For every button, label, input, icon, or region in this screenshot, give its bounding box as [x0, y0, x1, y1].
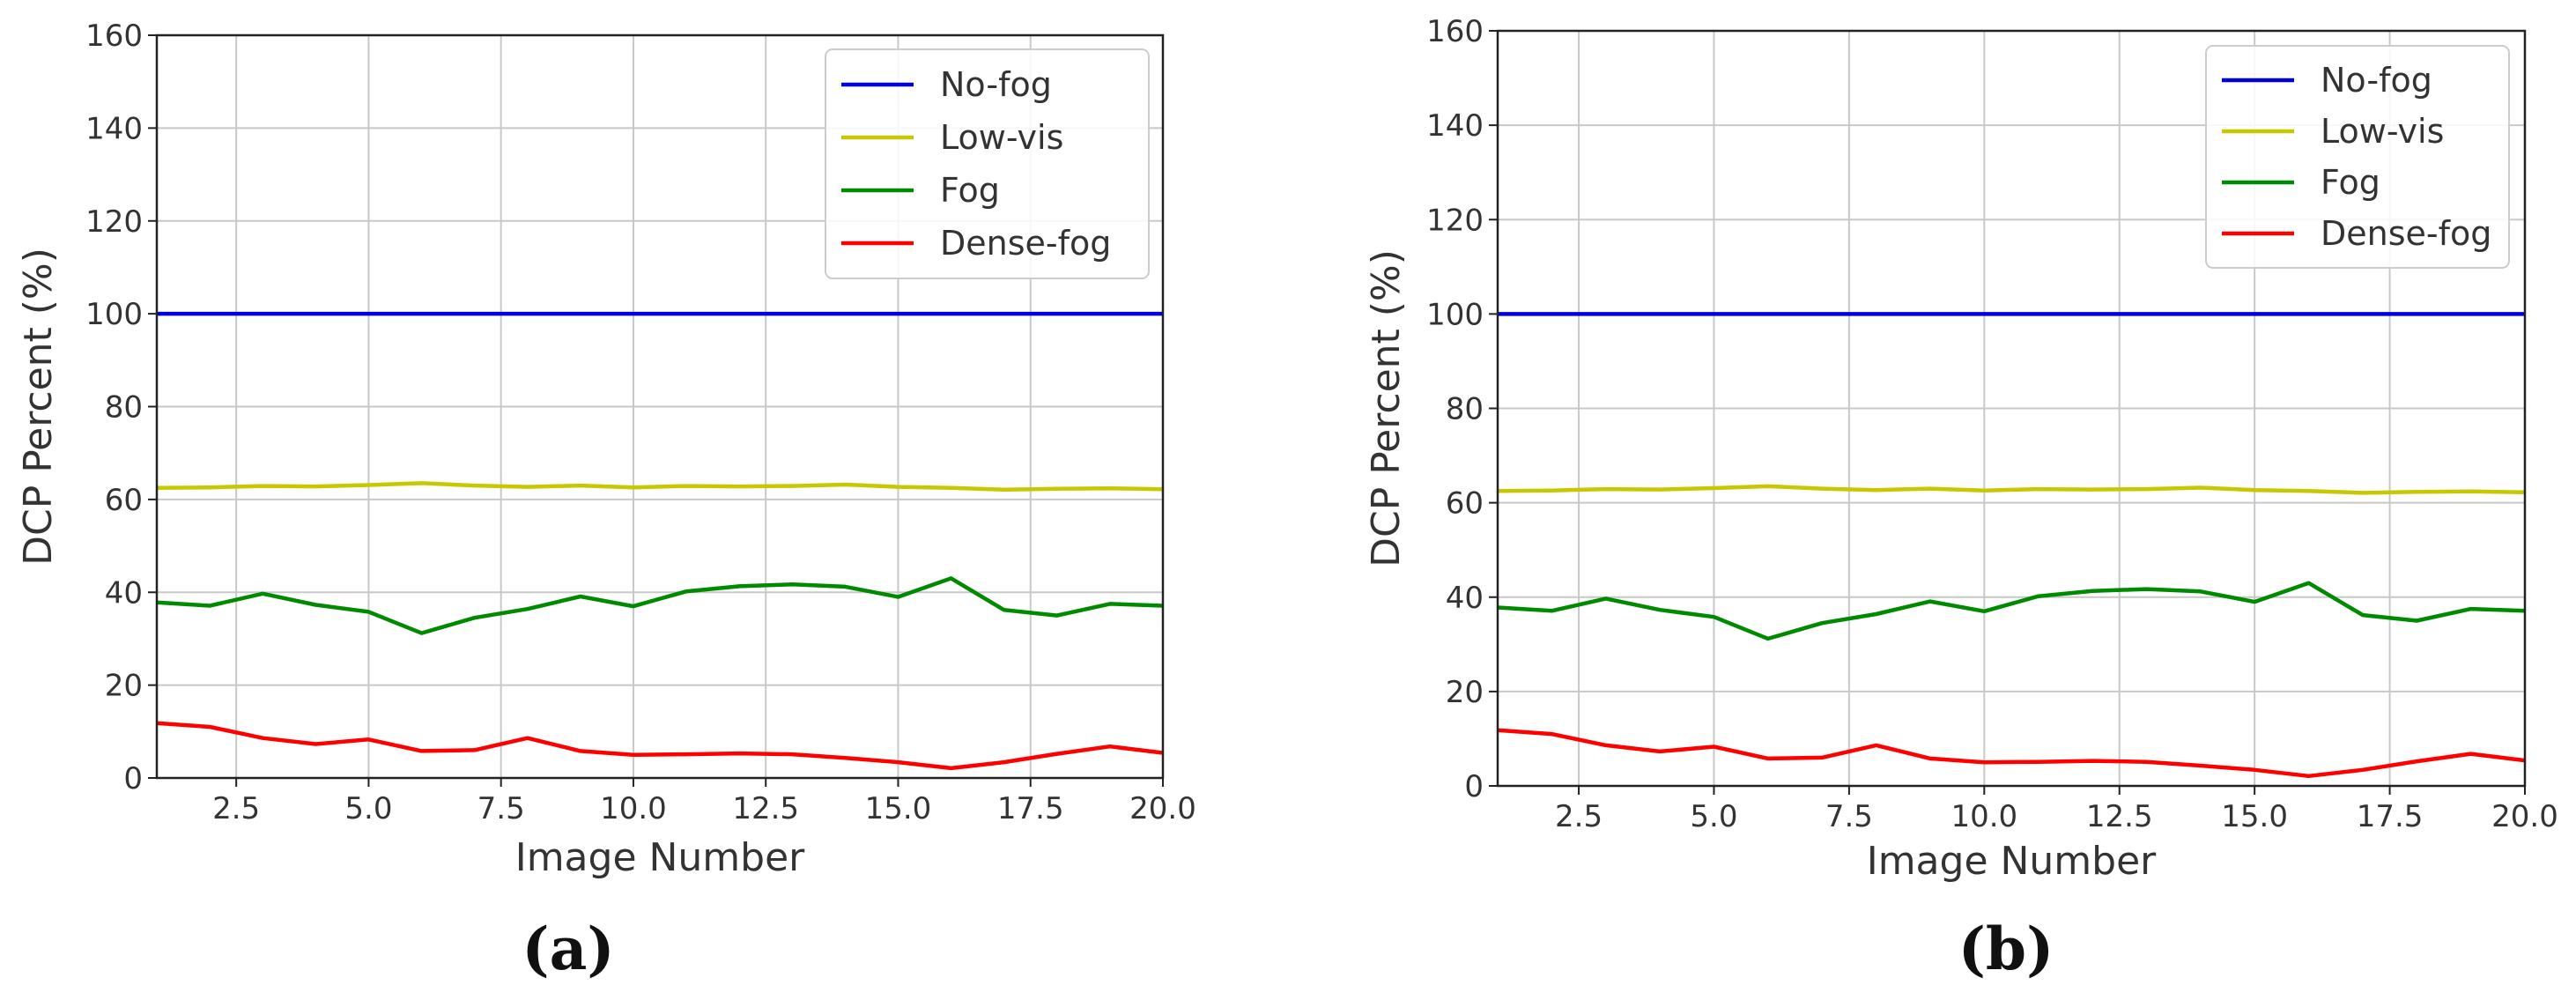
legend-box	[825, 48, 1150, 279]
y-axis-label: DCP Percent (%)	[16, 248, 61, 566]
y-axis-label: DCP Percent (%)	[1364, 249, 1409, 567]
x-tick-label: 15.0	[2221, 799, 2288, 834]
y-tick-label: 60	[1446, 486, 1484, 522]
y-tick-label: 80	[1446, 392, 1484, 427]
y-tick-label: 120	[1426, 203, 1484, 238]
legend-label-low-vis: Low-vis	[940, 118, 1063, 157]
x-tick-label: 17.5	[997, 791, 1064, 826]
x-tick-label: 2.5	[1555, 799, 1603, 834]
legend-label-dense-fog: Dense-fog	[940, 224, 1111, 263]
panel-label: (a)	[522, 915, 614, 983]
x-tick-label: 12.5	[732, 791, 799, 826]
x-axis-label: Image Number	[1867, 839, 2157, 884]
y-tick-label: 100	[85, 297, 143, 332]
series-line-low-vis	[156, 481, 1164, 493]
plot-frame	[1496, 29, 2527, 788]
x-tick-label: 5.0	[1690, 799, 1737, 834]
x-tick-label: 15.0	[865, 791, 932, 826]
y-tick-label: 140	[1426, 108, 1484, 144]
y-tick-label: 120	[85, 204, 143, 240]
legend-label-fog: Fog	[2321, 163, 2380, 202]
x-tick-label: 12.5	[2086, 799, 2153, 834]
y-tick-label: 80	[105, 390, 143, 426]
x-tick-label: 17.5	[2357, 799, 2424, 834]
x-tick-label: 7.5	[477, 791, 525, 826]
plot-frame	[155, 33, 1165, 780]
y-tick-label: 160	[85, 19, 143, 54]
series-line-fog	[1497, 581, 2526, 641]
y-tick-label: 0	[123, 761, 143, 796]
series-line-low-vis	[1497, 484, 2526, 495]
x-tick-label: 5.0	[344, 791, 392, 826]
y-tick-label: 160	[1426, 14, 1484, 49]
x-tick-label: 2.5	[212, 791, 260, 826]
y-tick-label: 100	[1426, 297, 1484, 332]
legend-label-fog: Fog	[940, 171, 1000, 210]
legend-label-low-vis: Low-vis	[2321, 112, 2444, 151]
x-tick-label: 10.0	[1951, 799, 2017, 834]
x-tick-label: 10.0	[600, 791, 667, 826]
x-tick-label: 7.5	[1825, 799, 1873, 834]
x-tick-label: 20.0	[2491, 799, 2558, 834]
series-line-dense-fog	[156, 721, 1164, 771]
chart-b: 2.5 5.0 7.5 10.0 12.5 15.0 17.5 20.0 0 20 40 60 80 10…	[1364, 14, 2558, 983]
y-tick-label: 140	[85, 111, 143, 146]
chart-a: 2.5 5.0 7.5 10.0 12.5 15.0 17.5 20.0 0 20 40 60 80 10…	[16, 19, 1196, 983]
legend-label-no-fog: No-fog	[2321, 61, 2432, 100]
y-tick-label: 20	[105, 669, 143, 704]
series-line-fog	[156, 576, 1164, 635]
series-line-dense-fog	[1497, 728, 2526, 779]
legend-label-dense-fog: Dense-fog	[2321, 214, 2491, 253]
panel-label: (b)	[1958, 915, 2054, 983]
legend-box	[2205, 45, 2510, 269]
y-tick-label: 0	[1464, 769, 1484, 804]
x-tick-label: 20.0	[1129, 791, 1196, 826]
x-axis-label: Image Number	[515, 835, 805, 880]
y-tick-label: 60	[105, 483, 143, 518]
legend-label-no-fog: No-fog	[940, 65, 1052, 104]
y-tick-label: 40	[105, 575, 143, 611]
y-tick-label: 20	[1446, 675, 1484, 710]
y-tick-label: 40	[1446, 581, 1484, 616]
